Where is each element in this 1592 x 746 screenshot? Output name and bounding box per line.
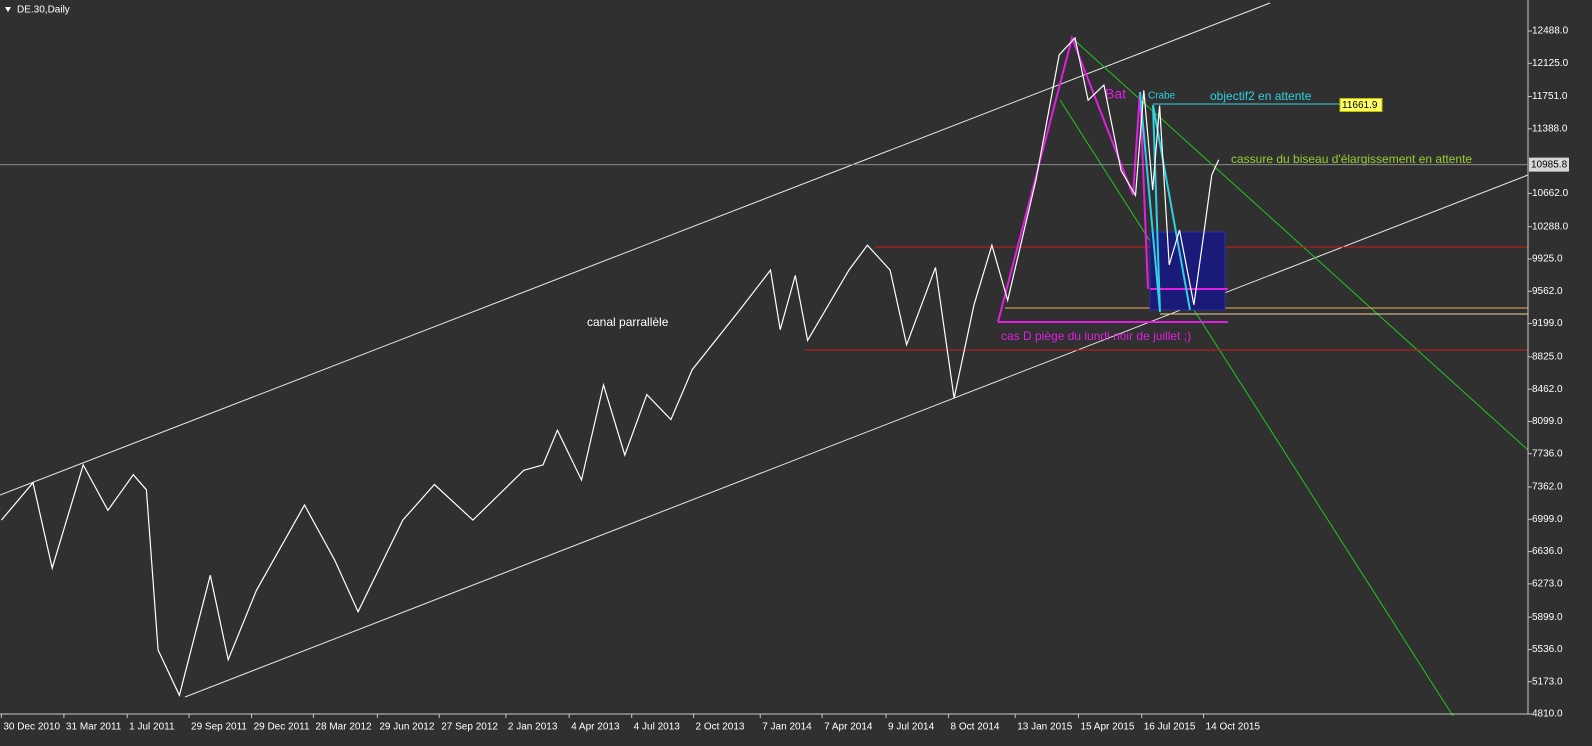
y-tick-label: 12125.0 bbox=[1532, 58, 1569, 69]
x-tick-label: 1 Jul 2011 bbox=[129, 722, 175, 733]
y-tick-label: 6273.0 bbox=[1532, 578, 1563, 589]
y-tick-label: 5899.0 bbox=[1532, 612, 1563, 623]
y-tick-label: 9562.0 bbox=[1532, 286, 1563, 297]
y-tick-label: 6999.0 bbox=[1532, 514, 1563, 525]
last-price-box bbox=[1529, 157, 1569, 172]
target-box bbox=[1339, 97, 1383, 112]
x-tick-label: 29 Jun 2012 bbox=[379, 722, 434, 733]
x-tick-label: 4 Jul 2013 bbox=[634, 722, 681, 733]
y-tick-label: 8099.0 bbox=[1532, 416, 1563, 427]
y-tick-label: 9925.0 bbox=[1532, 254, 1563, 265]
x-tick-label: 29 Sep 2011 bbox=[191, 722, 247, 733]
y-tick-label: 11751.0 bbox=[1532, 91, 1568, 102]
y-tick-label: 9199.0 bbox=[1532, 318, 1563, 329]
target-label: 11661.9 bbox=[1342, 100, 1378, 111]
y-tick-label: 8462.0 bbox=[1532, 384, 1563, 395]
x-tick-label: 29 Dec 2011 bbox=[254, 722, 310, 733]
y-tick-label: 7736.0 bbox=[1532, 448, 1563, 459]
x-tick-label: 7 Apr 2014 bbox=[824, 722, 873, 733]
channel-lower bbox=[184, 174, 1529, 698]
crab-pattern bbox=[1139, 91, 1191, 313]
x-tick-label: 30 Dec 2010 bbox=[3, 722, 60, 733]
bat-pattern bbox=[997, 34, 1149, 323]
price-line bbox=[0, 36, 1220, 698]
y-tick-label: 12488.0 bbox=[1532, 26, 1569, 37]
y-tick-label: 5536.0 bbox=[1532, 644, 1563, 655]
annotation: cas D piège du lundi noir de juillet ;) bbox=[1001, 329, 1191, 343]
y-tick-label: 6636.0 bbox=[1532, 546, 1563, 557]
x-tick-label: 28 Mar 2012 bbox=[315, 722, 372, 733]
x-tick-label: 9 Jul 2014 bbox=[888, 722, 935, 733]
annotation: objectif2 en attente bbox=[1210, 89, 1312, 103]
y-tick-label: 8825.0 bbox=[1532, 351, 1563, 362]
y-tick-label: 4810.0 bbox=[1532, 709, 1563, 720]
wedge-upper bbox=[1071, 37, 1529, 451]
x-tick-label: 31 Mar 2011 bbox=[66, 722, 122, 733]
y-tick-label: 5173.0 bbox=[1532, 676, 1563, 687]
annotation: Crabe bbox=[1148, 91, 1176, 102]
x-tick-label: 2 Oct 2013 bbox=[696, 722, 745, 733]
chart-title: DE.30,Daily bbox=[17, 5, 70, 16]
x-tick-label: 7 Jan 2014 bbox=[762, 722, 812, 733]
y-tick-label: 10662.0 bbox=[1532, 188, 1569, 199]
x-tick-label: 27 Sep 2012 bbox=[441, 722, 498, 733]
x-tick-label: 15 Apr 2015 bbox=[1080, 722, 1134, 733]
x-tick-label: 8 Oct 2014 bbox=[951, 722, 1000, 733]
channel-upper bbox=[0, 2, 1271, 496]
x-tick-label: 2 Jan 2013 bbox=[508, 722, 558, 733]
annotation: cassure du biseau d'élargissement en att… bbox=[1231, 152, 1472, 166]
annotation: canal parrallèle bbox=[587, 315, 669, 329]
x-tick-label: 14 Oct 2015 bbox=[1206, 722, 1261, 733]
y-tick-label: 7362.0 bbox=[1532, 482, 1563, 493]
menu-arrow[interactable] bbox=[5, 7, 11, 12]
x-tick-label: 16 Jul 2015 bbox=[1144, 722, 1196, 733]
y-tick-label: 10288.0 bbox=[1532, 221, 1569, 232]
last-price-label: 10985.8 bbox=[1531, 159, 1568, 170]
x-tick-label: 13 Jan 2015 bbox=[1017, 722, 1072, 733]
x-tick-label: 4 Apr 2013 bbox=[571, 722, 620, 733]
annotation: Bat bbox=[1105, 86, 1126, 102]
wedge-lower bbox=[1059, 99, 1454, 717]
y-tick-label: 11388.0 bbox=[1532, 123, 1568, 134]
